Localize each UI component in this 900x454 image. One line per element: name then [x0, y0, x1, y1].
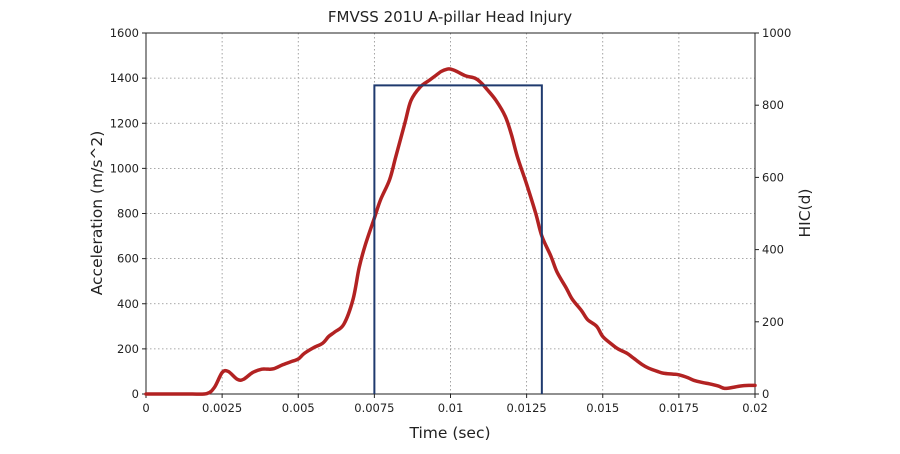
grid: [146, 33, 755, 394]
x-tick-label: 0: [142, 401, 149, 415]
x-tick-label: 0.0025: [202, 401, 242, 415]
y2-tick-label: 600: [762, 170, 784, 184]
y2-tick-label: 1000: [762, 26, 791, 40]
x-tick-label: 0.0075: [354, 401, 394, 415]
y2-axis-label: HIC(d): [796, 189, 814, 238]
acceleration-series-line: [144, 67, 757, 396]
x-tick-label: 0.0125: [507, 401, 547, 415]
y-tick-label: 1600: [110, 26, 139, 40]
y2-tick-label: 800: [762, 98, 784, 112]
y-tick-label: 0: [132, 387, 139, 401]
y2-tick-label: 0: [762, 387, 769, 401]
hic-window-line: [373, 84, 543, 394]
y-tick-label: 1000: [110, 161, 139, 175]
x-tick-label: 0.0175: [659, 401, 699, 415]
y-tick-label: 200: [117, 342, 139, 356]
x-tick-label: 0.005: [282, 401, 315, 415]
y-tick-label: 1200: [110, 116, 139, 130]
x-tick-label: 0.01: [438, 401, 464, 415]
y-tick-label: 600: [117, 252, 139, 266]
x-axis-label: Time (sec): [408, 424, 490, 442]
y-tick-label: 400: [117, 297, 139, 311]
y2-tick-label: 400: [762, 243, 784, 257]
tick-labels: 0 0.0025 0.005 0.0075 0.01 0.0125 0.015 0.0175 0…: [110, 26, 792, 415]
y-tick-label: 1400: [110, 71, 139, 85]
x-tick-label: 0.015: [586, 401, 619, 415]
y-tick-label: 800: [117, 207, 139, 221]
x-tick-label: 0.02: [742, 401, 768, 415]
axis-ticks: [142, 32, 759, 398]
y-axis-label: Acceleration (m/s^2): [88, 131, 106, 296]
y2-tick-label: 200: [762, 315, 784, 329]
chart-title: FMVSS 201U A-pillar Head Injury: [328, 8, 572, 26]
